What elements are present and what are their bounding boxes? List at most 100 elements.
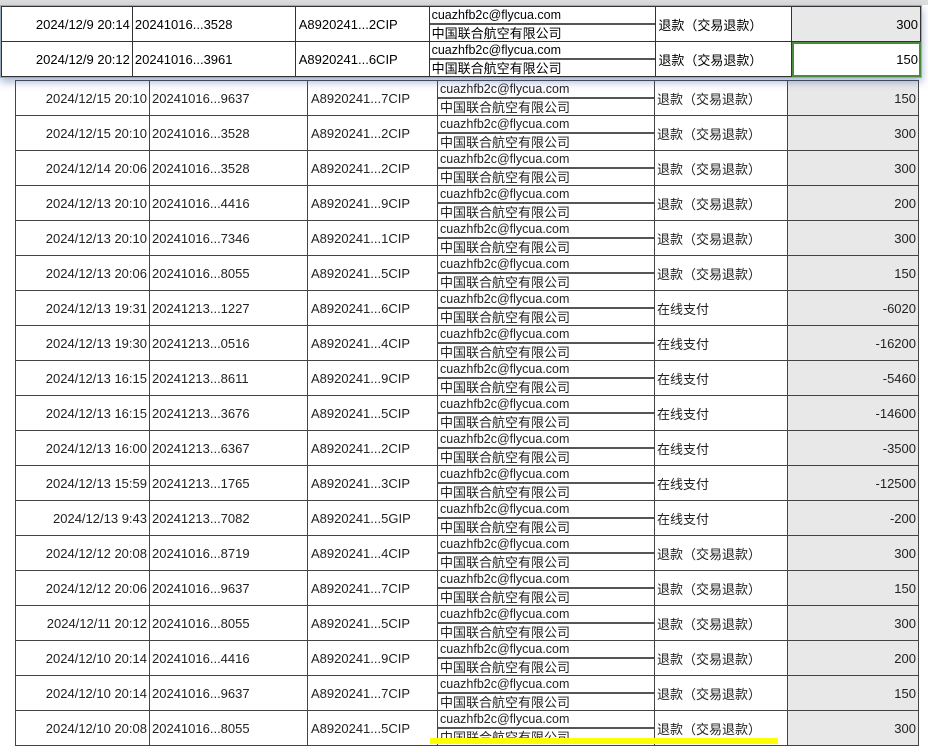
ticket-cell[interactable]: A8920241...5CIP <box>307 710 438 746</box>
order-cell[interactable]: 20241016...9637 <box>149 570 308 606</box>
ticket-cell[interactable]: A8920241...6CIP <box>294 41 430 77</box>
amount-cell[interactable]: 300 <box>787 115 919 151</box>
type-cell[interactable]: 退款（交易退款） <box>654 220 788 256</box>
type-cell[interactable]: 退款（交易退款） <box>654 640 788 676</box>
order-cell[interactable]: 20241016...3528 <box>131 6 296 42</box>
table-row[interactable]: 2024/12/12 20:08 20241016...8719 A8920241.… <box>15 535 919 571</box>
order-cell[interactable]: 20241016...3528 <box>149 115 308 151</box>
order-cell[interactable]: 20241016...9637 <box>149 80 308 116</box>
type-cell[interactable]: 在线支付 <box>654 500 788 536</box>
table-row[interactable]: 2024/12/11 20:12 20241016...8055 A8920241.… <box>15 605 919 641</box>
dragged-rows-overlay[interactable]: 2024/12/9 20:14 20241016...3528 A8920241..… <box>0 5 922 78</box>
ticket-cell[interactable]: A8920241...9CIP <box>307 185 438 221</box>
ticket-cell[interactable]: A8920241...1CIP <box>307 220 438 256</box>
type-cell[interactable]: 在线支付 <box>654 360 788 396</box>
time-cell[interactable]: 2024/12/9 20:12 <box>1 41 133 77</box>
amount-cell[interactable]: -200 <box>787 500 919 536</box>
table-row[interactable]: 2024/12/13 20:10 20241016...4416 A8920241.… <box>15 185 919 221</box>
amount-cell[interactable]: -16200 <box>787 325 919 361</box>
table-row[interactable]: 2024/12/13 20:06 20241016...8055 A8920241.… <box>15 255 919 291</box>
order-cell[interactable]: 20241016...9637 <box>149 675 308 711</box>
ticket-cell[interactable]: A8920241...2CIP <box>307 150 438 186</box>
ticket-cell[interactable]: A8920241...5CIP <box>307 395 438 431</box>
time-cell[interactable]: 2024/12/13 19:30 <box>15 325 150 361</box>
order-cell[interactable]: 20241016...4416 <box>149 185 308 221</box>
time-cell[interactable]: 2024/12/13 20:10 <box>15 220 150 256</box>
table-row[interactable]: 2024/12/10 20:14 20241016...4416 A8920241.… <box>15 640 919 676</box>
order-cell[interactable]: 20241213...1227 <box>149 290 308 326</box>
type-cell[interactable]: 在线支付 <box>654 430 788 466</box>
ticket-cell[interactable]: A8920241...9CIP <box>307 640 438 676</box>
ticket-cell[interactable]: A8920241...2CIP <box>307 115 438 151</box>
ticket-cell[interactable]: A8920241...6CIP <box>307 290 438 326</box>
order-cell[interactable]: 20241213...6367 <box>149 430 308 466</box>
type-cell[interactable]: 退款（交易退款） <box>654 185 788 221</box>
type-cell[interactable]: 退款（交易退款） <box>654 115 788 151</box>
order-cell[interactable]: 20241213...0516 <box>149 325 308 361</box>
amount-cell[interactable]: 300 <box>787 605 919 641</box>
table-row[interactable]: 2024/12/9 20:12 20241016...3961 A8920241..… <box>1 41 921 77</box>
table-row[interactable]: 2024/12/13 16:15 20241213...3676 A8920241.… <box>15 395 919 431</box>
type-cell[interactable]: 退款（交易退款） <box>654 80 788 116</box>
type-cell[interactable]: 在线支付 <box>654 290 788 326</box>
table-row[interactable]: 2024/12/13 9:43 20241213...7082 A8920241..… <box>15 500 919 536</box>
amount-cell[interactable]: 300 <box>787 535 919 571</box>
order-cell[interactable]: 20241213...7082 <box>149 500 308 536</box>
ticket-cell[interactable]: A8920241...3CIP <box>307 465 438 501</box>
type-cell[interactable]: 在线支付 <box>654 465 788 501</box>
type-cell[interactable]: 退款（交易退款） <box>654 605 788 641</box>
table-row[interactable]: 2024/12/10 20:08 20241016...8055 A8920241.… <box>15 710 919 746</box>
order-cell[interactable]: 20241213...8611 <box>149 360 308 396</box>
type-cell[interactable]: 退款（交易退款） <box>654 535 788 571</box>
order-cell[interactable]: 20241213...1765 <box>149 465 308 501</box>
amount-cell[interactable]: 150 <box>787 255 919 291</box>
time-cell[interactable]: 2024/12/11 20:12 <box>15 605 150 641</box>
amount-cell[interactable]: 300 <box>787 150 919 186</box>
time-cell[interactable]: 2024/12/10 20:14 <box>15 640 150 676</box>
ticket-cell[interactable]: A8920241...4CIP <box>307 325 438 361</box>
time-cell[interactable]: 2024/12/9 20:14 <box>1 6 133 42</box>
table-row[interactable]: 2024/12/13 19:30 20241213...0516 A8920241.… <box>15 325 919 361</box>
amount-cell[interactable]: -3500 <box>787 430 919 466</box>
time-cell[interactable]: 2024/12/13 16:15 <box>15 360 150 396</box>
order-cell[interactable]: 20241213...3676 <box>149 395 308 431</box>
table-row[interactable]: 2024/12/10 20:14 20241016...9637 A8920241.… <box>15 675 919 711</box>
table-row[interactable]: 2024/12/15 20:10 20241016...3528 A8920241.… <box>15 115 919 151</box>
type-cell[interactable]: 退款（交易退款） <box>654 150 788 186</box>
ticket-cell[interactable]: A8920241...7CIP <box>307 80 438 116</box>
ticket-cell[interactable]: A8920241...9CIP <box>307 360 438 396</box>
ticket-cell[interactable]: A8920241...2CIP <box>307 430 438 466</box>
time-cell[interactable]: 2024/12/13 16:15 <box>15 395 150 431</box>
order-cell[interactable]: 20241016...8055 <box>149 605 308 641</box>
type-cell[interactable]: 在线支付 <box>654 395 788 431</box>
amount-cell[interactable]: 200 <box>787 640 919 676</box>
type-cell[interactable]: 退款（交易退款） <box>654 570 788 606</box>
amount-cell[interactable]: 150 <box>787 80 919 116</box>
order-cell[interactable]: 20241016...8719 <box>149 535 308 571</box>
table-row[interactable]: 2024/12/12 20:06 20241016...9637 A8920241.… <box>15 570 919 606</box>
amount-cell[interactable]: -12500 <box>787 465 919 501</box>
time-cell[interactable]: 2024/12/10 20:08 <box>15 710 150 746</box>
type-cell[interactable]: 退款（交易退款） <box>655 6 793 42</box>
amount-cell[interactable]: 150 <box>791 41 921 77</box>
table-row[interactable]: 2024/12/9 20:14 20241016...3528 A8920241..… <box>1 6 921 42</box>
amount-cell[interactable]: -14600 <box>787 395 919 431</box>
time-cell[interactable]: 2024/12/14 20:06 <box>15 150 150 186</box>
ticket-cell[interactable]: A8920241...7CIP <box>307 675 438 711</box>
table-row[interactable]: 2024/12/13 19:31 20241213...1227 A8920241.… <box>15 290 919 326</box>
amount-cell[interactable]: 150 <box>787 675 919 711</box>
amount-cell[interactable]: 300 <box>791 6 921 42</box>
